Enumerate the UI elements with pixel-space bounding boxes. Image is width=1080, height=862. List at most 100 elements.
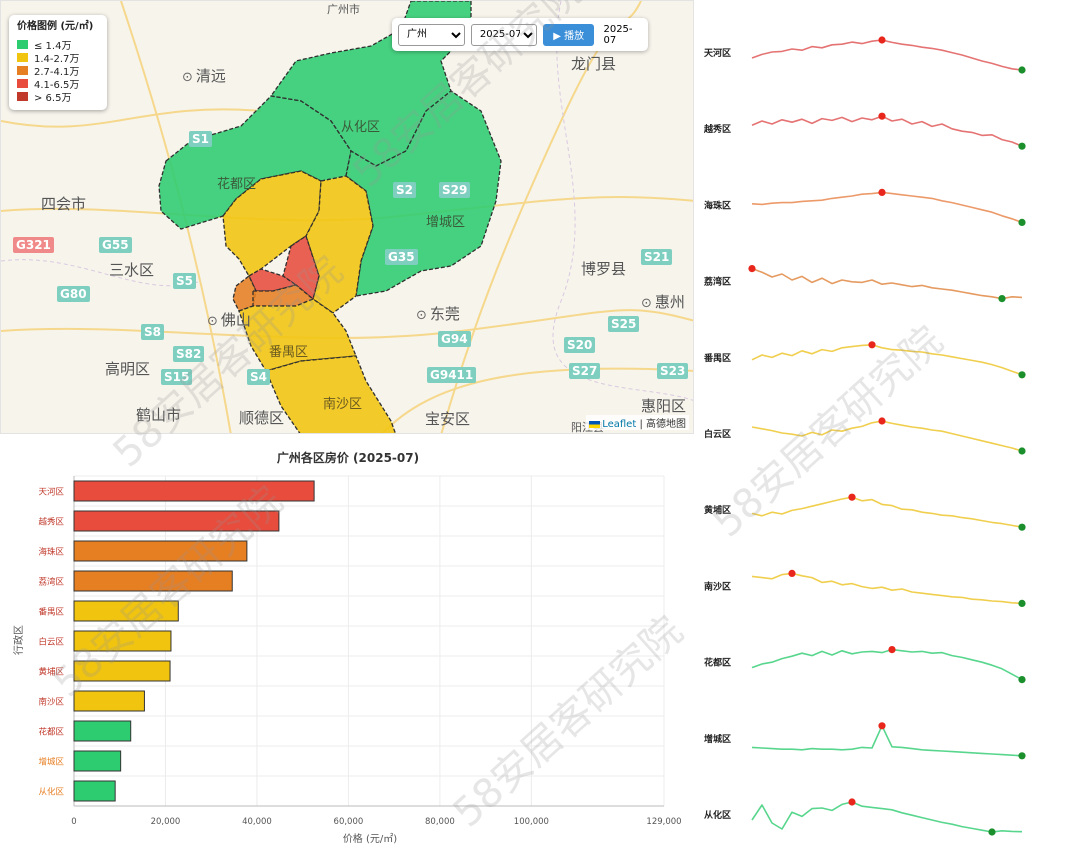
sparkline-荔湾区[interactable]	[751, 267, 1023, 300]
place-label: 顺德区	[239, 409, 285, 427]
district-增城区[interactable]	[345, 90, 502, 297]
sparkline-白云区[interactable]	[751, 420, 1023, 452]
bar-番禺区[interactable]	[73, 600, 179, 622]
place-label: 从化区	[341, 120, 381, 135]
sparkline-花都区[interactable]	[751, 648, 1023, 681]
sparkline-row: 天河区	[704, 36, 1026, 74]
sparkline-label: 海珠区	[704, 199, 731, 211]
bar-南沙区[interactable]	[73, 690, 145, 712]
bar-series	[73, 480, 315, 802]
sparkline-海珠区[interactable]	[751, 191, 1023, 224]
sparkline-row: 白云区	[704, 417, 1026, 455]
highway-shield: S1	[189, 131, 212, 147]
place-label: 龙门县	[571, 55, 617, 73]
bar-荔湾区[interactable]	[73, 570, 233, 592]
district-price-map[interactable]: 清远 龙门县 四会市 花都区 从化区 增城区 三水区 佛山 东莞 博罗县 惠州 …	[0, 0, 694, 434]
highway-shield: S20	[564, 337, 596, 353]
legend-swatch	[17, 40, 28, 49]
ukraine-flag-icon	[589, 420, 601, 428]
highway-shield: G94	[438, 331, 471, 347]
highway-shield: S15	[161, 369, 193, 385]
district-番禺区[interactable]	[238, 298, 357, 372]
highway-shield: S23	[657, 363, 689, 379]
sparkline-从化区[interactable]	[751, 801, 1023, 833]
bar-category-label: 增城区	[38, 757, 64, 768]
place-label: 宝安区	[425, 410, 471, 428]
bar-category-label: 荔湾区	[38, 577, 64, 588]
legend-swatch	[17, 53, 28, 62]
highway-shield: G321	[13, 237, 54, 253]
district-price-bar-chart: 广州各区房价 (2025-07) 天河区越秀区海珠区荔湾区番禺区白云区黄埔区南沙…	[12, 450, 682, 845]
sparkline-南沙区[interactable]	[751, 572, 1023, 605]
sparkline-row: 番禺区	[703, 341, 1026, 379]
boundary-line	[552, 1, 693, 401]
legend-label: 1.4-2.7万	[34, 54, 80, 65]
highway-shield: S8	[141, 324, 164, 340]
legend-item: 4.1-6.5万	[17, 77, 99, 91]
bar-x-ticks: 0 20,000 40,000 60,000 80,000 100,000 129,000	[71, 817, 681, 827]
sparkline-row: 从化区	[704, 798, 1023, 836]
place-label: 清远	[182, 65, 226, 86]
leaflet-link[interactable]: Leaflet	[602, 419, 637, 430]
bar-category-label: 花都区	[38, 727, 64, 738]
sparkline-max-marker	[868, 341, 876, 349]
highway-shield: S27	[569, 363, 601, 379]
legend-item: 1.4-2.7万	[17, 51, 99, 65]
place-label: 三水区	[109, 261, 155, 279]
attribution-text: | 高德地图	[639, 419, 686, 430]
bar-海珠区[interactable]	[73, 540, 248, 562]
bar-x-tick-label: 0	[71, 817, 76, 827]
sparkline-label: 黄埔区	[704, 504, 731, 516]
sparkline-天河区[interactable]	[751, 39, 1023, 71]
month-select[interactable]: 2025-07	[470, 23, 537, 46]
district-花都区[interactable]	[158, 95, 352, 230]
highway-shield: G9411	[427, 367, 477, 383]
bar-增城区[interactable]	[73, 750, 122, 772]
city-select[interactable]: 广州	[398, 23, 465, 46]
bar-category-label: 海珠区	[38, 547, 64, 558]
sparkline-end-marker	[988, 828, 996, 836]
sparkline-label: 南沙区	[704, 580, 731, 592]
sparkline-max-marker	[888, 646, 896, 654]
sparkline-row: 黄埔区	[704, 493, 1026, 531]
bar-x-tick-label: 129,000	[646, 817, 681, 827]
sparkline-黄埔区[interactable]	[751, 496, 1023, 528]
sparkline-row: 海珠区	[704, 188, 1026, 226]
sparkline-max-marker	[878, 36, 886, 44]
sparkline-end-marker	[1018, 66, 1026, 74]
place-label: 番禺区	[269, 345, 309, 360]
bar-天河区[interactable]	[73, 480, 315, 502]
sparkline-max-marker	[788, 569, 796, 578]
map-attribution: Leaflet | 高德地图	[586, 415, 689, 430]
bar-越秀区[interactable]	[73, 510, 280, 532]
bar-花都区[interactable]	[73, 720, 132, 742]
sparkline-max-marker	[878, 188, 886, 196]
legend-label: 2.7-4.1万	[34, 67, 80, 78]
bar-x-tick-label: 80,000	[425, 817, 455, 827]
current-month-label: 2025-07	[603, 23, 633, 46]
sparkline-max-marker	[848, 493, 856, 501]
sparkline-label: 花都区	[704, 657, 731, 669]
highway-shield: S29	[439, 182, 471, 198]
bar-category-label: 南沙区	[38, 697, 64, 708]
sparkline-label: 荔湾区	[703, 276, 731, 288]
play-button[interactable]: ▶ 播放	[542, 23, 595, 46]
road-line	[1, 108, 262, 128]
sparkline-增城区[interactable]	[751, 725, 1023, 757]
district-南沙区[interactable]	[265, 355, 396, 434]
bar-从化区[interactable]	[73, 780, 116, 802]
sparkline-label: 从化区	[704, 809, 731, 821]
bar-白云区[interactable]	[73, 630, 172, 652]
highway-shield: G80	[57, 286, 90, 302]
sparkline-番禺区[interactable]	[751, 344, 1023, 376]
highway-shield: S4	[247, 369, 270, 385]
sparkline-row: 增城区	[704, 722, 1026, 760]
bar-黄埔区[interactable]	[73, 660, 171, 682]
sparkline-label: 白云区	[704, 428, 731, 440]
district-polygons	[158, 1, 502, 434]
sparkline-越秀区[interactable]	[751, 115, 1023, 147]
sparkline-label: 越秀区	[703, 123, 731, 135]
bar-chart-title: 广州各区房价 (2025-07)	[277, 450, 419, 465]
district-黄埔区[interactable]	[305, 175, 374, 314]
